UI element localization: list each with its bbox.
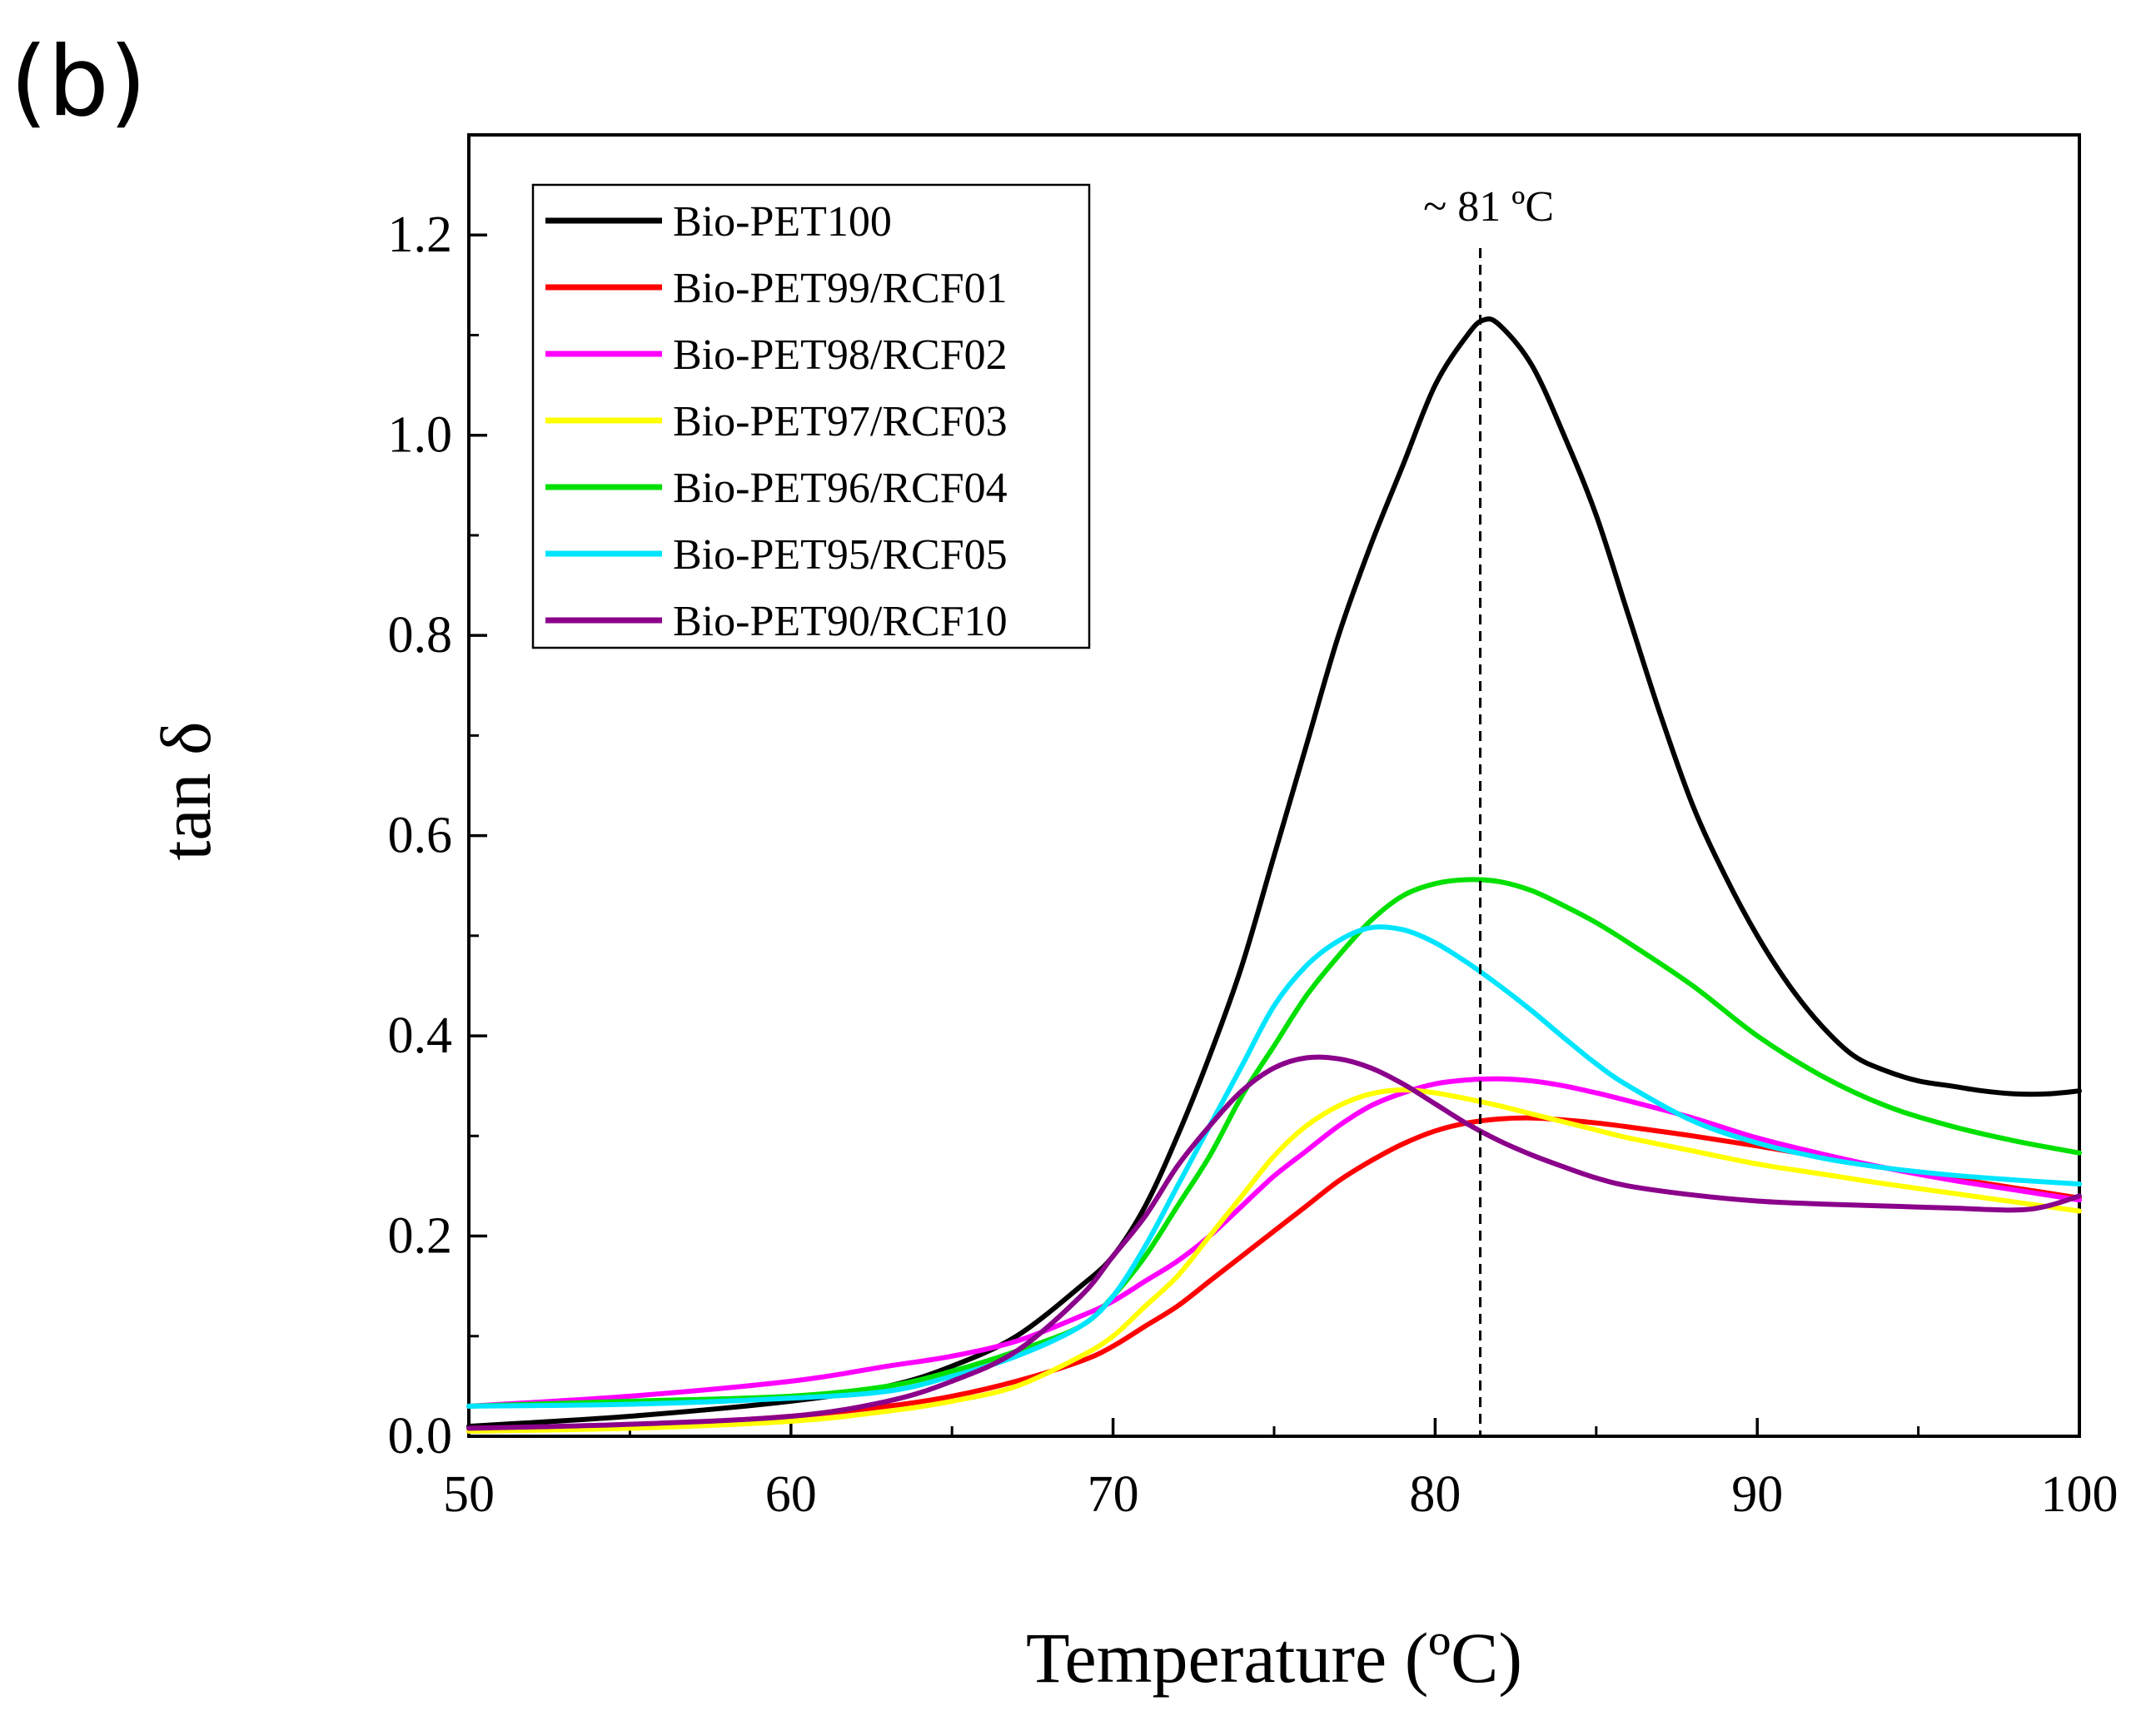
y-tick-label: 0.0 [388, 1408, 453, 1465]
series-line-bio-pet99-rcf01 [466, 1115, 2082, 1434]
peak-annotation-label: ~ 81 ºC [1423, 183, 1554, 231]
y-tick-label: 0.4 [388, 1007, 453, 1064]
x-tick-label: 80 [1409, 1466, 1461, 1523]
y-tick-label: 0.8 [388, 607, 453, 664]
legend-label-bio-pet95-rcf05: Bio-PET95/RCF05 [673, 531, 1008, 579]
legend-label-bio-pet99-rcf01: Bio-PET99/RCF01 [673, 265, 1008, 312]
x-axis: 50 60 70 80 90 100 [443, 1418, 2119, 1523]
legend-label-bio-pet98-rcf02: Bio-PET98/RCF02 [673, 331, 1008, 379]
legend-label-bio-pet96-rcf04: Bio-PET96/RCF04 [673, 465, 1008, 512]
y-axis: 0.0 0.2 0.4 0.6 0.8 1.0 1.2 [388, 133, 487, 1465]
series-group [466, 316, 2082, 1434]
legend-label-bio-pet100: Bio-PET100 [673, 198, 892, 246]
y-axis-title: tan δ [146, 721, 226, 860]
series-line-bio-pet98-rcf02 [466, 1076, 2082, 1409]
series-line-bio-pet96-rcf04 [466, 877, 2082, 1409]
x-tick-label: 50 [443, 1466, 495, 1523]
y-tick-label: 1.0 [388, 407, 453, 464]
series-line-bio-pet95-rcf05 [466, 924, 2082, 1409]
y-tick-label: 1.2 [388, 206, 453, 263]
series-line-bio-pet97-rcf03 [466, 1087, 2082, 1434]
annotation: ~ 81 ºC [1423, 183, 1554, 1436]
series-line-bio-pet90-rcf10 [466, 1054, 2082, 1431]
x-tick-label: 70 [1088, 1466, 1139, 1523]
y-tick-label: 0.6 [388, 808, 453, 864]
legend: Bio-PET100 Bio-PET99/RCF01 Bio-PET98/RCF02… [531, 183, 1091, 649]
x-axis-title: Temperature (ºC) [1026, 1618, 1522, 1698]
series-line-bio-pet100 [466, 316, 2082, 1429]
x-tick-label: 90 [1731, 1466, 1783, 1523]
legend-label-bio-pet90-rcf10: Bio-PET90/RCF10 [673, 598, 1008, 645]
y-tick-label: 0.2 [388, 1208, 453, 1265]
legend-box [531, 183, 1091, 649]
x-tick-label: 100 [2041, 1466, 2119, 1523]
panel-label: (b) [10, 26, 147, 138]
x-tick-label: 60 [765, 1466, 817, 1523]
legend-label-bio-pet97-rcf03: Bio-PET97/RCF03 [673, 398, 1008, 445]
